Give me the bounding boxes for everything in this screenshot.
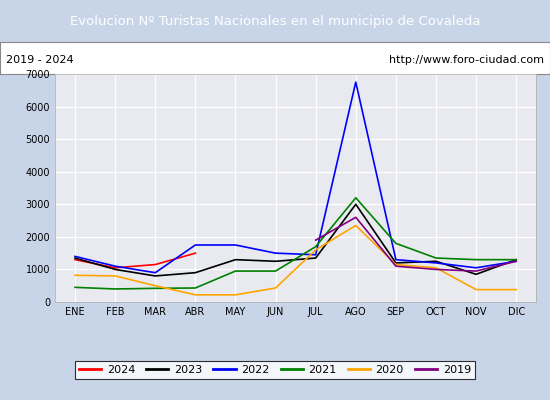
Text: 2019 - 2024: 2019 - 2024	[6, 55, 73, 65]
Text: Evolucion Nº Turistas Nacionales en el municipio de Covaleda: Evolucion Nº Turistas Nacionales en el m…	[70, 14, 480, 28]
Legend: 2024, 2023, 2022, 2021, 2020, 2019: 2024, 2023, 2022, 2021, 2020, 2019	[75, 360, 475, 380]
Text: http://www.foro-ciudad.com: http://www.foro-ciudad.com	[389, 55, 544, 65]
